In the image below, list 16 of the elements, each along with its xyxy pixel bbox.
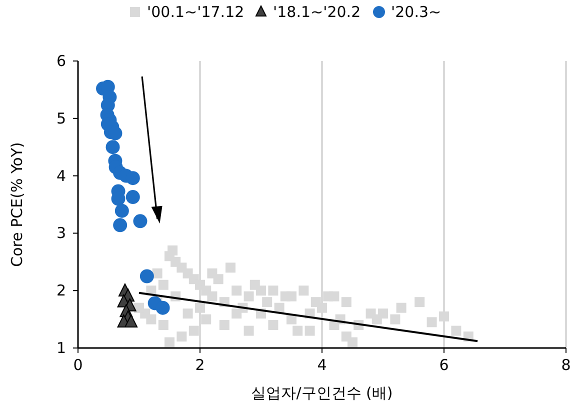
y-tick-label: 1 — [56, 339, 66, 357]
y-tick-label: 3 — [56, 224, 66, 242]
x-tick-label: 2 — [195, 356, 205, 374]
legend-label: '18.1~'20.2 — [273, 3, 361, 21]
y-axis-title: Core PCE(% YoY) — [8, 142, 26, 267]
x-tick-label: 8 — [561, 356, 571, 374]
legend-label: '20.3~ — [391, 3, 442, 21]
y-tick-label: 2 — [56, 282, 66, 300]
x-tick-label: 6 — [439, 356, 449, 374]
y-tick-label: 5 — [56, 109, 66, 128]
legend-label: '00.1~'17.12 — [147, 3, 244, 21]
x-tick-label: 0 — [73, 356, 83, 374]
y-tick-label: 4 — [56, 166, 66, 185]
y-tick-label: 6 — [56, 52, 66, 70]
x-tick-label: 4 — [317, 356, 327, 374]
x-axis-title: 실업자/구인건수 (배) — [251, 384, 393, 402]
